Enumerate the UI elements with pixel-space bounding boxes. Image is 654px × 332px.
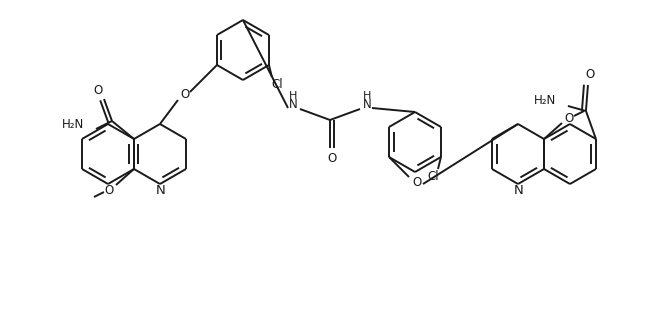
Text: Cl: Cl [427,171,439,184]
Text: Cl: Cl [271,78,283,92]
Text: N: N [514,185,524,198]
Text: H: H [363,91,371,101]
Text: O: O [328,151,337,164]
Text: O: O [94,85,103,98]
Text: H₂N: H₂N [61,118,84,130]
Text: N: N [156,185,166,198]
Text: H: H [289,91,297,101]
Text: O: O [413,176,422,189]
Text: O: O [585,68,594,81]
Text: O: O [181,89,190,102]
Text: H₂N: H₂N [534,95,556,108]
Text: N: N [288,98,298,111]
Text: N: N [362,98,371,111]
Text: O: O [564,112,574,124]
Text: O: O [105,184,114,197]
